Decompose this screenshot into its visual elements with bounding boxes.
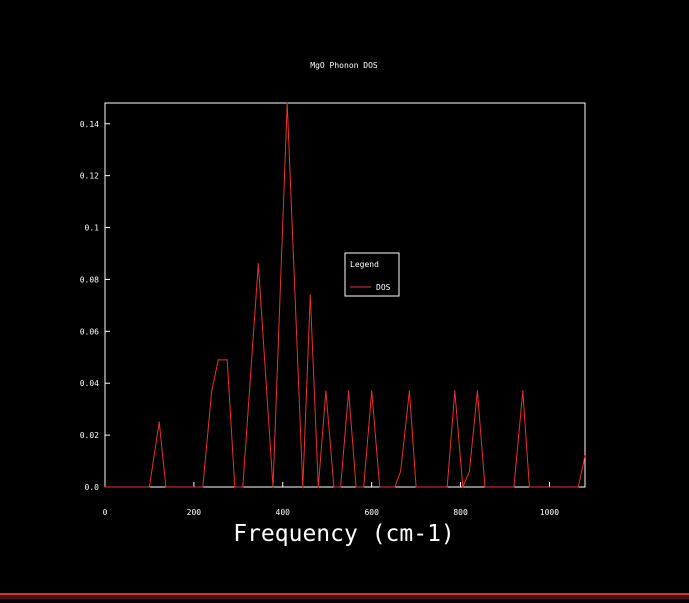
data-point: [462, 486, 464, 488]
data-point: [272, 486, 274, 488]
data-point: [468, 470, 470, 472]
data-point: [400, 470, 402, 472]
data-point: [158, 421, 160, 423]
data-point: [484, 486, 486, 488]
data-point: [165, 486, 167, 488]
data-point: [446, 486, 448, 488]
data-point: [286, 102, 288, 104]
y-tick-label: 0.08: [80, 275, 99, 284]
data-point: [217, 359, 219, 361]
series-layer: [104, 102, 586, 488]
data-point: [528, 486, 531, 488]
data-point: [371, 390, 373, 392]
data-point: [257, 263, 259, 265]
data-point: [333, 486, 335, 488]
data-point: [522, 390, 524, 392]
x-tick-label: 200: [187, 508, 202, 517]
data-point: [148, 486, 150, 488]
data-point: [394, 486, 396, 488]
plot-frame: [104, 102, 586, 488]
y-tick-label: 0.04: [80, 379, 99, 388]
y-tick-label: 0.06: [80, 327, 99, 336]
data-point: [408, 390, 410, 392]
x-tick-label: 800: [453, 508, 468, 517]
legend-item-dos: DOS: [376, 283, 391, 292]
y-tick-label: 0.12: [80, 172, 99, 181]
data-point: [226, 359, 228, 361]
data-point: [454, 390, 456, 392]
data-point: [577, 486, 579, 488]
data-point: [309, 294, 311, 296]
data-point: [340, 486, 342, 488]
data-point: [234, 486, 236, 488]
x-axis-label: Frequency (cm-1): [233, 521, 455, 547]
data-point: [415, 486, 417, 488]
y-tick-label: 0.1: [85, 224, 100, 233]
x-tick-label: 400: [276, 508, 291, 517]
x-tick-label: 1000: [540, 508, 559, 517]
data-point: [242, 486, 244, 488]
data-point: [386, 486, 388, 488]
data-point: [104, 486, 106, 488]
legend-title: Legend: [350, 260, 379, 269]
data-point: [302, 486, 304, 488]
series-line-dos: [105, 102, 586, 488]
data-point: [202, 486, 204, 488]
data-point: [317, 486, 319, 488]
x-tick-label: 600: [364, 508, 379, 517]
data-point: [325, 390, 327, 392]
legend-box: [344, 252, 400, 297]
y-axis: 0.0 0.02 0.04 0.06 0.08 0.1 0.12 0.14: [80, 120, 110, 492]
y-tick-label: 0.14: [80, 120, 99, 129]
data-point: [513, 486, 515, 488]
chart-title: MgO Phonon DOS: [310, 61, 378, 70]
x-tick-label: 0: [103, 508, 108, 517]
x-axis: 0 200 400 600 800 1000: [103, 482, 559, 517]
data-point: [379, 486, 381, 488]
data-point: [348, 390, 350, 392]
window-bottom-border: [0, 593, 689, 599]
data-point: [355, 486, 357, 488]
data-point: [211, 390, 213, 392]
data-point: [584, 455, 586, 457]
y-tick-label: 0.0: [85, 483, 100, 492]
data-point: [476, 390, 478, 392]
legend: Legend DOS: [344, 252, 400, 297]
data-point: [363, 486, 365, 488]
y-tick-label: 0.02: [80, 431, 99, 440]
